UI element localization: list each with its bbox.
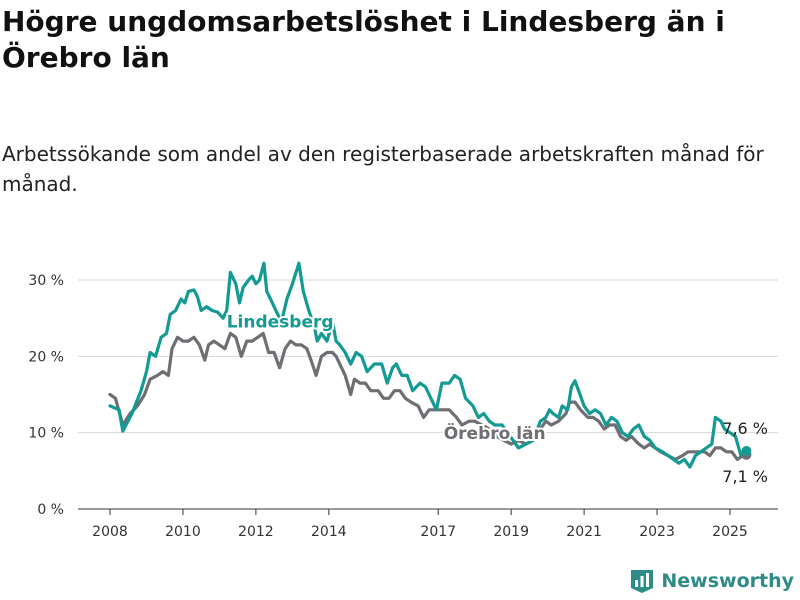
x-tick-label: 2019: [493, 524, 529, 540]
brand-footer: Newsworthy: [629, 568, 794, 594]
y-tick-label: 30 %: [28, 273, 64, 289]
x-tick-label: 2012: [238, 524, 274, 540]
series-label-orebro: Örebro län: [444, 422, 546, 444]
series-line-1: [108, 331, 748, 461]
y-tick-label: 10 %: [28, 426, 64, 442]
x-tick-label: 2017: [420, 524, 456, 540]
x-tick-label: 2023: [639, 524, 675, 540]
gridlines: [78, 279, 778, 434]
end-markers: [741, 445, 752, 460]
end-marker-0: [741, 445, 752, 456]
y-tick-label: 20 %: [28, 349, 64, 365]
series-label-lindesberg: Lindesberg: [227, 312, 334, 332]
end-value-orebro: 7,1 %: [722, 467, 768, 486]
chart-title: Högre ungdomsarbetslöshet i Lindesberg ä…: [2, 5, 725, 74]
chart-subtitle: Arbetssökande som andel av den registerb…: [2, 142, 764, 196]
x-tick-label: 2025: [712, 524, 748, 540]
newsworthy-logo-icon: [631, 570, 654, 593]
y-axis-ticks: 0 % 10 % 20 % 30 %: [28, 273, 64, 518]
brand-name: Newsworthy: [661, 570, 794, 592]
series-lines: [108, 261, 748, 469]
x-tick-label: 2010: [165, 524, 201, 540]
x-tick-label: 2021: [566, 524, 602, 540]
y-tick-label: 0 %: [37, 502, 64, 518]
series-line-0: [108, 261, 748, 469]
x-axis-ticks: 2008 2010 2012 2014 2017 2019 2021 2023 2025: [92, 509, 748, 540]
end-value-lindesberg: 7,6 %: [722, 419, 768, 438]
x-tick-label: 2014: [311, 524, 347, 540]
x-tick-label: 2008: [92, 524, 128, 540]
